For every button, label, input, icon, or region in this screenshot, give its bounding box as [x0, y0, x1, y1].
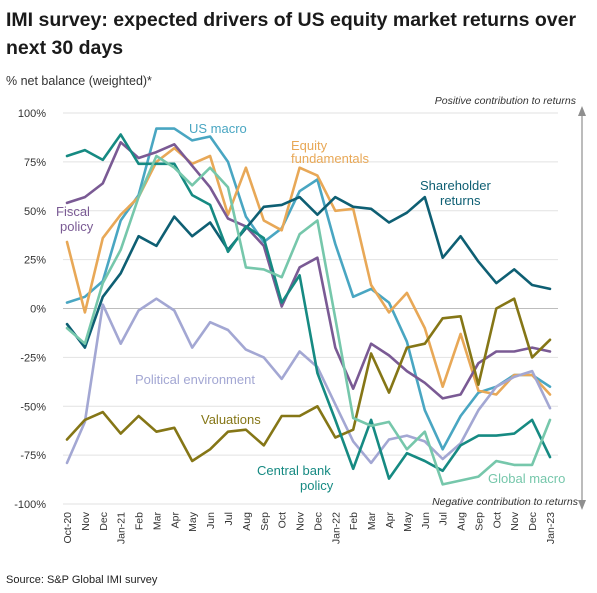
x-tick-labels: Oct-20 Nov Dec Jan-21 Feb Mar Apr May Jun Jul Aug S…	[62, 511, 557, 544]
y-tick-label: -75%	[20, 450, 46, 462]
series-line-valuations	[65, 297, 552, 463]
x-tick-label: Jan-22	[330, 512, 342, 544]
series-line-central-bank-policy	[65, 133, 552, 480]
y-tick-label: 50%	[24, 206, 46, 218]
series-lines	[65, 127, 552, 486]
x-tick-label: Nov	[80, 511, 92, 530]
series-line-political-environment	[65, 297, 552, 465]
x-tick-label: Dec	[312, 512, 324, 531]
annotation-label: Global macro	[488, 471, 565, 486]
annotation-label: Valuations	[201, 412, 261, 427]
gridlines	[63, 112, 558, 505]
x-tick-label: Nov	[295, 511, 307, 530]
annotation-label: Equity	[291, 138, 328, 153]
x-tick-label: Feb	[134, 512, 146, 530]
x-tick-label: Jul	[438, 512, 450, 525]
y-tick-label: -100%	[14, 499, 46, 511]
annotation-label: Political environment	[135, 372, 255, 387]
positive-contribution-label: Positive contribution to returns	[435, 95, 577, 107]
annotation-label: returns	[440, 193, 481, 208]
x-tick-label: Feb	[348, 512, 360, 530]
y-axis-label: % net balance (weighted)*	[6, 74, 152, 88]
x-tick-label: Dec	[527, 512, 539, 531]
chart-title: IMI survey: expected drivers of US equit…	[6, 9, 577, 59]
y-tick-label: -50%	[20, 401, 46, 413]
x-tick-label: May	[187, 511, 199, 532]
source-note: Source: S&P Global IMI survey	[6, 574, 158, 586]
series-line-shareholder-returns	[65, 195, 552, 349]
annotation-label: Fiscal	[56, 204, 90, 219]
x-tick-label: Jan-21	[116, 512, 128, 544]
x-tick-label: Aug	[241, 512, 253, 531]
x-tick-label: Sep	[259, 512, 271, 531]
y-tick-label: 100%	[18, 108, 46, 120]
x-tick-label: Apr	[384, 512, 396, 529]
negative-contribution-label: Negative contribution to returns	[432, 496, 579, 508]
x-tick-label: Jan-23	[545, 512, 557, 544]
annotation-label: policy	[60, 219, 94, 234]
series-line-us-macro	[65, 127, 552, 451]
x-tick-label: Sep	[473, 512, 485, 531]
x-tick-label: Aug	[456, 512, 468, 531]
x-tick-label: Jul	[223, 512, 235, 525]
annotation-label: fundamentals	[291, 151, 370, 166]
x-tick-label: Jun	[420, 512, 432, 529]
x-tick-label: Oct-20	[62, 512, 74, 544]
annotation-label: policy	[300, 478, 334, 493]
y-tick-labels: 100% 75% 50% 25% 0% -25% -50% -75% -100%	[14, 108, 46, 511]
arrow-up-icon	[578, 106, 586, 116]
x-tick-label: Jun	[205, 512, 217, 529]
arrow-down-icon	[578, 500, 586, 510]
x-tick-label: Dec	[98, 512, 110, 531]
series-line-global-macro	[65, 154, 552, 486]
annotation-label: US macro	[189, 121, 247, 136]
y-tick-label: 0%	[30, 304, 46, 316]
y-tick-label: 75%	[24, 157, 46, 169]
series-line-fiscal-policy	[65, 141, 552, 400]
x-tick-label: Nov	[509, 511, 521, 530]
contribution-arrow: Positive contribution to returns Negative…	[432, 95, 586, 510]
x-tick-label: Oct	[277, 512, 289, 528]
x-tick-label: May	[402, 511, 414, 532]
y-tick-label: -25%	[20, 352, 46, 364]
x-tick-label: Mar	[366, 512, 378, 531]
annotation-label: Shareholder	[420, 178, 491, 193]
x-tick-label: Mar	[151, 512, 163, 531]
y-tick-label: 25%	[24, 255, 46, 267]
x-tick-label: Apr	[169, 512, 181, 529]
x-tick-label: Oct	[491, 512, 503, 528]
annotation-label: Central bank	[257, 463, 331, 478]
